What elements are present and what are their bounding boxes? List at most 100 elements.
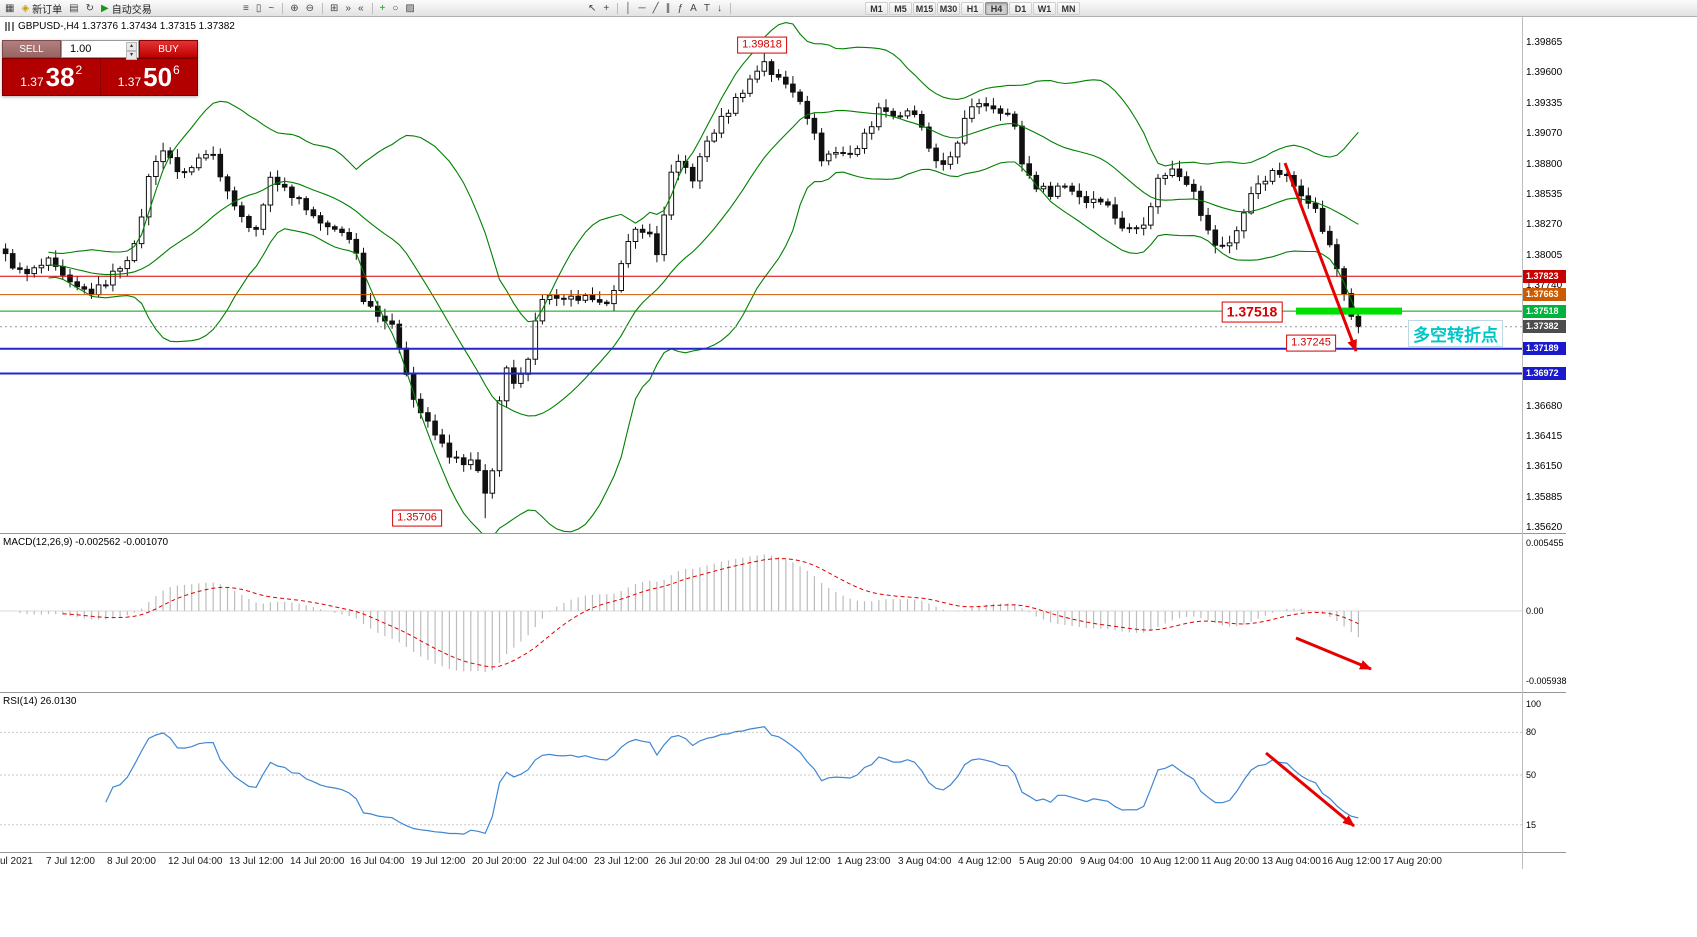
timeframe-m30[interactable]: M30 (937, 2, 960, 15)
autotrading-button-label: 自动交易 (111, 5, 152, 16)
chart-profiles-button[interactable]: ▤ (66, 2, 81, 16)
timeframe-mn[interactable]: MN (1057, 2, 1080, 15)
symbol-ohlc-text: GBPUSD-,H4 1.37376 1.37434 1.37315 1.373… (18, 21, 235, 32)
line-chart-icon: ~ (268, 2, 275, 14)
indicators-icon: + (379, 2, 386, 14)
candles-layer (2, 48, 1362, 519)
crosshair-button[interactable]: + (600, 2, 612, 16)
time-axis-label: 7 Jul 12:00 (46, 856, 95, 867)
templates-button[interactable]: ▨ (402, 2, 417, 16)
time-axis-label: 28 Jul 04:00 (715, 856, 770, 867)
chart-info-line: GBPUSD-,H4 1.37376 1.37434 1.37315 1.373… (5, 21, 235, 32)
price-axis-label: 1.36415 (1526, 431, 1563, 442)
channel-button[interactable]: ∥ (663, 2, 674, 16)
volume-input[interactable]: 1.00 ▴ ▾ (61, 40, 139, 60)
macd-panel[interactable] (0, 535, 1522, 691)
zoom-in-button[interactable]: ⊕ (287, 2, 301, 16)
rsi-scale-label: 80 (1526, 727, 1537, 737)
timeframe-h1[interactable]: H1 (961, 2, 984, 15)
sell-button[interactable]: SELL (2, 40, 61, 58)
panel-separator[interactable] (0, 852, 1566, 853)
timeframe-m1[interactable]: M1 (865, 2, 888, 15)
rsi-scale-label: 100 (1526, 699, 1542, 709)
buy-button[interactable]: BUY (139, 40, 198, 58)
autotrading-icon: ▶ (101, 2, 109, 14)
chart-shift-button[interactable]: « (355, 2, 367, 16)
macd-scale-bottom: -0.005938 (1526, 676, 1567, 686)
toolbar: ▦ ◈ 新订单 ▤ ↻ ▶ 自动交易 ≡ ▯ ~ ⊕ ⊖ ⊞» «+ ○ ▨ ↖ + │ ─ ╱ ∥ ƒ A T ↓ M1 M5 M15… (0, 0, 1697, 17)
fibonacci-button[interactable]: ƒ (675, 2, 687, 16)
panel-separator[interactable] (0, 533, 1566, 534)
templates-icon: ▨ (405, 2, 415, 14)
periods-icon: ○ (392, 2, 399, 14)
price-tag: 1.37382 (1523, 320, 1566, 333)
chart-profiles-icon: ▤ (69, 2, 79, 14)
toolbar-separator (282, 3, 284, 14)
panel-separator[interactable] (0, 692, 1566, 693)
time-axis-label: 23 Jul 12:00 (594, 856, 649, 867)
price-tag: 1.37518 (1523, 305, 1566, 318)
indicators-button[interactable]: + (377, 2, 389, 16)
rsi-line (105, 726, 1359, 835)
arrows-button[interactable]: ↓ (714, 2, 725, 16)
timeframe-d1[interactable]: D1 (1009, 2, 1032, 15)
bid-price-sup: 2 (75, 63, 83, 77)
bollinger-lower-band (48, 161, 1359, 533)
text-button[interactable]: A (687, 2, 700, 16)
vertical-line-button[interactable]: │ (622, 2, 634, 16)
new-order-button[interactable]: ◈ 新订单 (18, 2, 65, 16)
main-chart[interactable] (0, 17, 1522, 533)
support-zone-highlight (1296, 307, 1402, 315)
timeframe-m5[interactable]: M5 (889, 2, 912, 15)
auto-scroll-button[interactable]: » (342, 2, 354, 16)
fibonacci-icon: ƒ (677, 2, 684, 14)
zoom-out-button[interactable]: ⊖ (303, 2, 317, 16)
refresh-button[interactable]: ↻ (83, 2, 97, 16)
line-chart-button[interactable]: ~ (265, 2, 277, 16)
macd-scale-top: 0.005455 (1526, 538, 1564, 548)
tile-windows-button[interactable]: ⊞ (327, 2, 341, 16)
time-axis-label: 10 Aug 12:00 (1140, 856, 1199, 867)
rsi-panel[interactable] (0, 693, 1522, 851)
price-tag: 1.37823 (1523, 270, 1566, 283)
volume-spinner[interactable]: ▴ ▾ (126, 42, 137, 60)
time-axis-label: 13 Jul 12:00 (229, 856, 284, 867)
trend-arrow-rsi (1265, 751, 1355, 828)
bar-chart-button[interactable]: ≡ (240, 2, 252, 16)
new-chart-button[interactable]: ▦ (2, 2, 17, 16)
spin-up-icon[interactable]: ▴ (126, 42, 137, 51)
spin-down-icon[interactable]: ▾ (126, 51, 137, 60)
price-axis-label: 1.38535 (1526, 189, 1563, 200)
label-icon: T (703, 2, 710, 14)
price-axis-label: 1.35620 (1526, 522, 1563, 533)
periods-button[interactable]: ○ (389, 2, 401, 16)
toolbar-group: ↖ + │ ─ ╱ ∥ ƒ A T ↓ (585, 1, 735, 16)
bid-price[interactable]: 1.37 38 2 (3, 59, 100, 95)
trendline-button[interactable]: ╱ (650, 2, 662, 16)
cursor-button[interactable]: ↖ (585, 2, 599, 16)
time-axis-label: 13 Aug 04:00 (1262, 856, 1321, 867)
toolbar-group: ≡ ▯ ~ ⊕ ⊖ ⊞ » « + ○ ▨ (240, 1, 419, 16)
new-order-button-label: 新订单 (32, 5, 63, 16)
macd-signal-line (62, 558, 1359, 668)
time-axis-label: 14 Jul 20:00 (290, 856, 345, 867)
timeframe-m15[interactable]: M15 (913, 2, 936, 15)
autotrading-button[interactable]: ▶ 自动交易 (98, 2, 155, 16)
candlestick-chart-button[interactable]: ▯ (253, 2, 265, 16)
time-axis-label: 26 Jul 20:00 (655, 856, 710, 867)
chart-icon (5, 22, 14, 31)
time-axis-label: 3 Aug 04:00 (898, 856, 952, 867)
turning-point-annotation: 多空转折点 (1408, 320, 1503, 347)
time-axis-label: 4 Aug 12:00 (958, 856, 1012, 867)
horizontal-line-button[interactable]: ─ (635, 2, 648, 16)
time-axis-label: 12 Jul 04:00 (168, 856, 223, 867)
label-button[interactable]: T (701, 2, 713, 16)
timeframe-h4[interactable]: H4 (985, 2, 1008, 15)
ask-price[interactable]: 1.37 50 6 (101, 59, 198, 95)
toolbar-separator (371, 3, 373, 14)
auto-scroll-icon: » (345, 2, 351, 14)
timeframe-w1[interactable]: W1 (1033, 2, 1056, 15)
bid-ask-display: 1.37 38 2 1.37 50 6 (2, 58, 198, 96)
timeframe-group: M1 M5 M15 M30 H1 H4 D1 W1 MN (865, 1, 1081, 16)
rsi-scale-label: 15 (1526, 820, 1537, 830)
